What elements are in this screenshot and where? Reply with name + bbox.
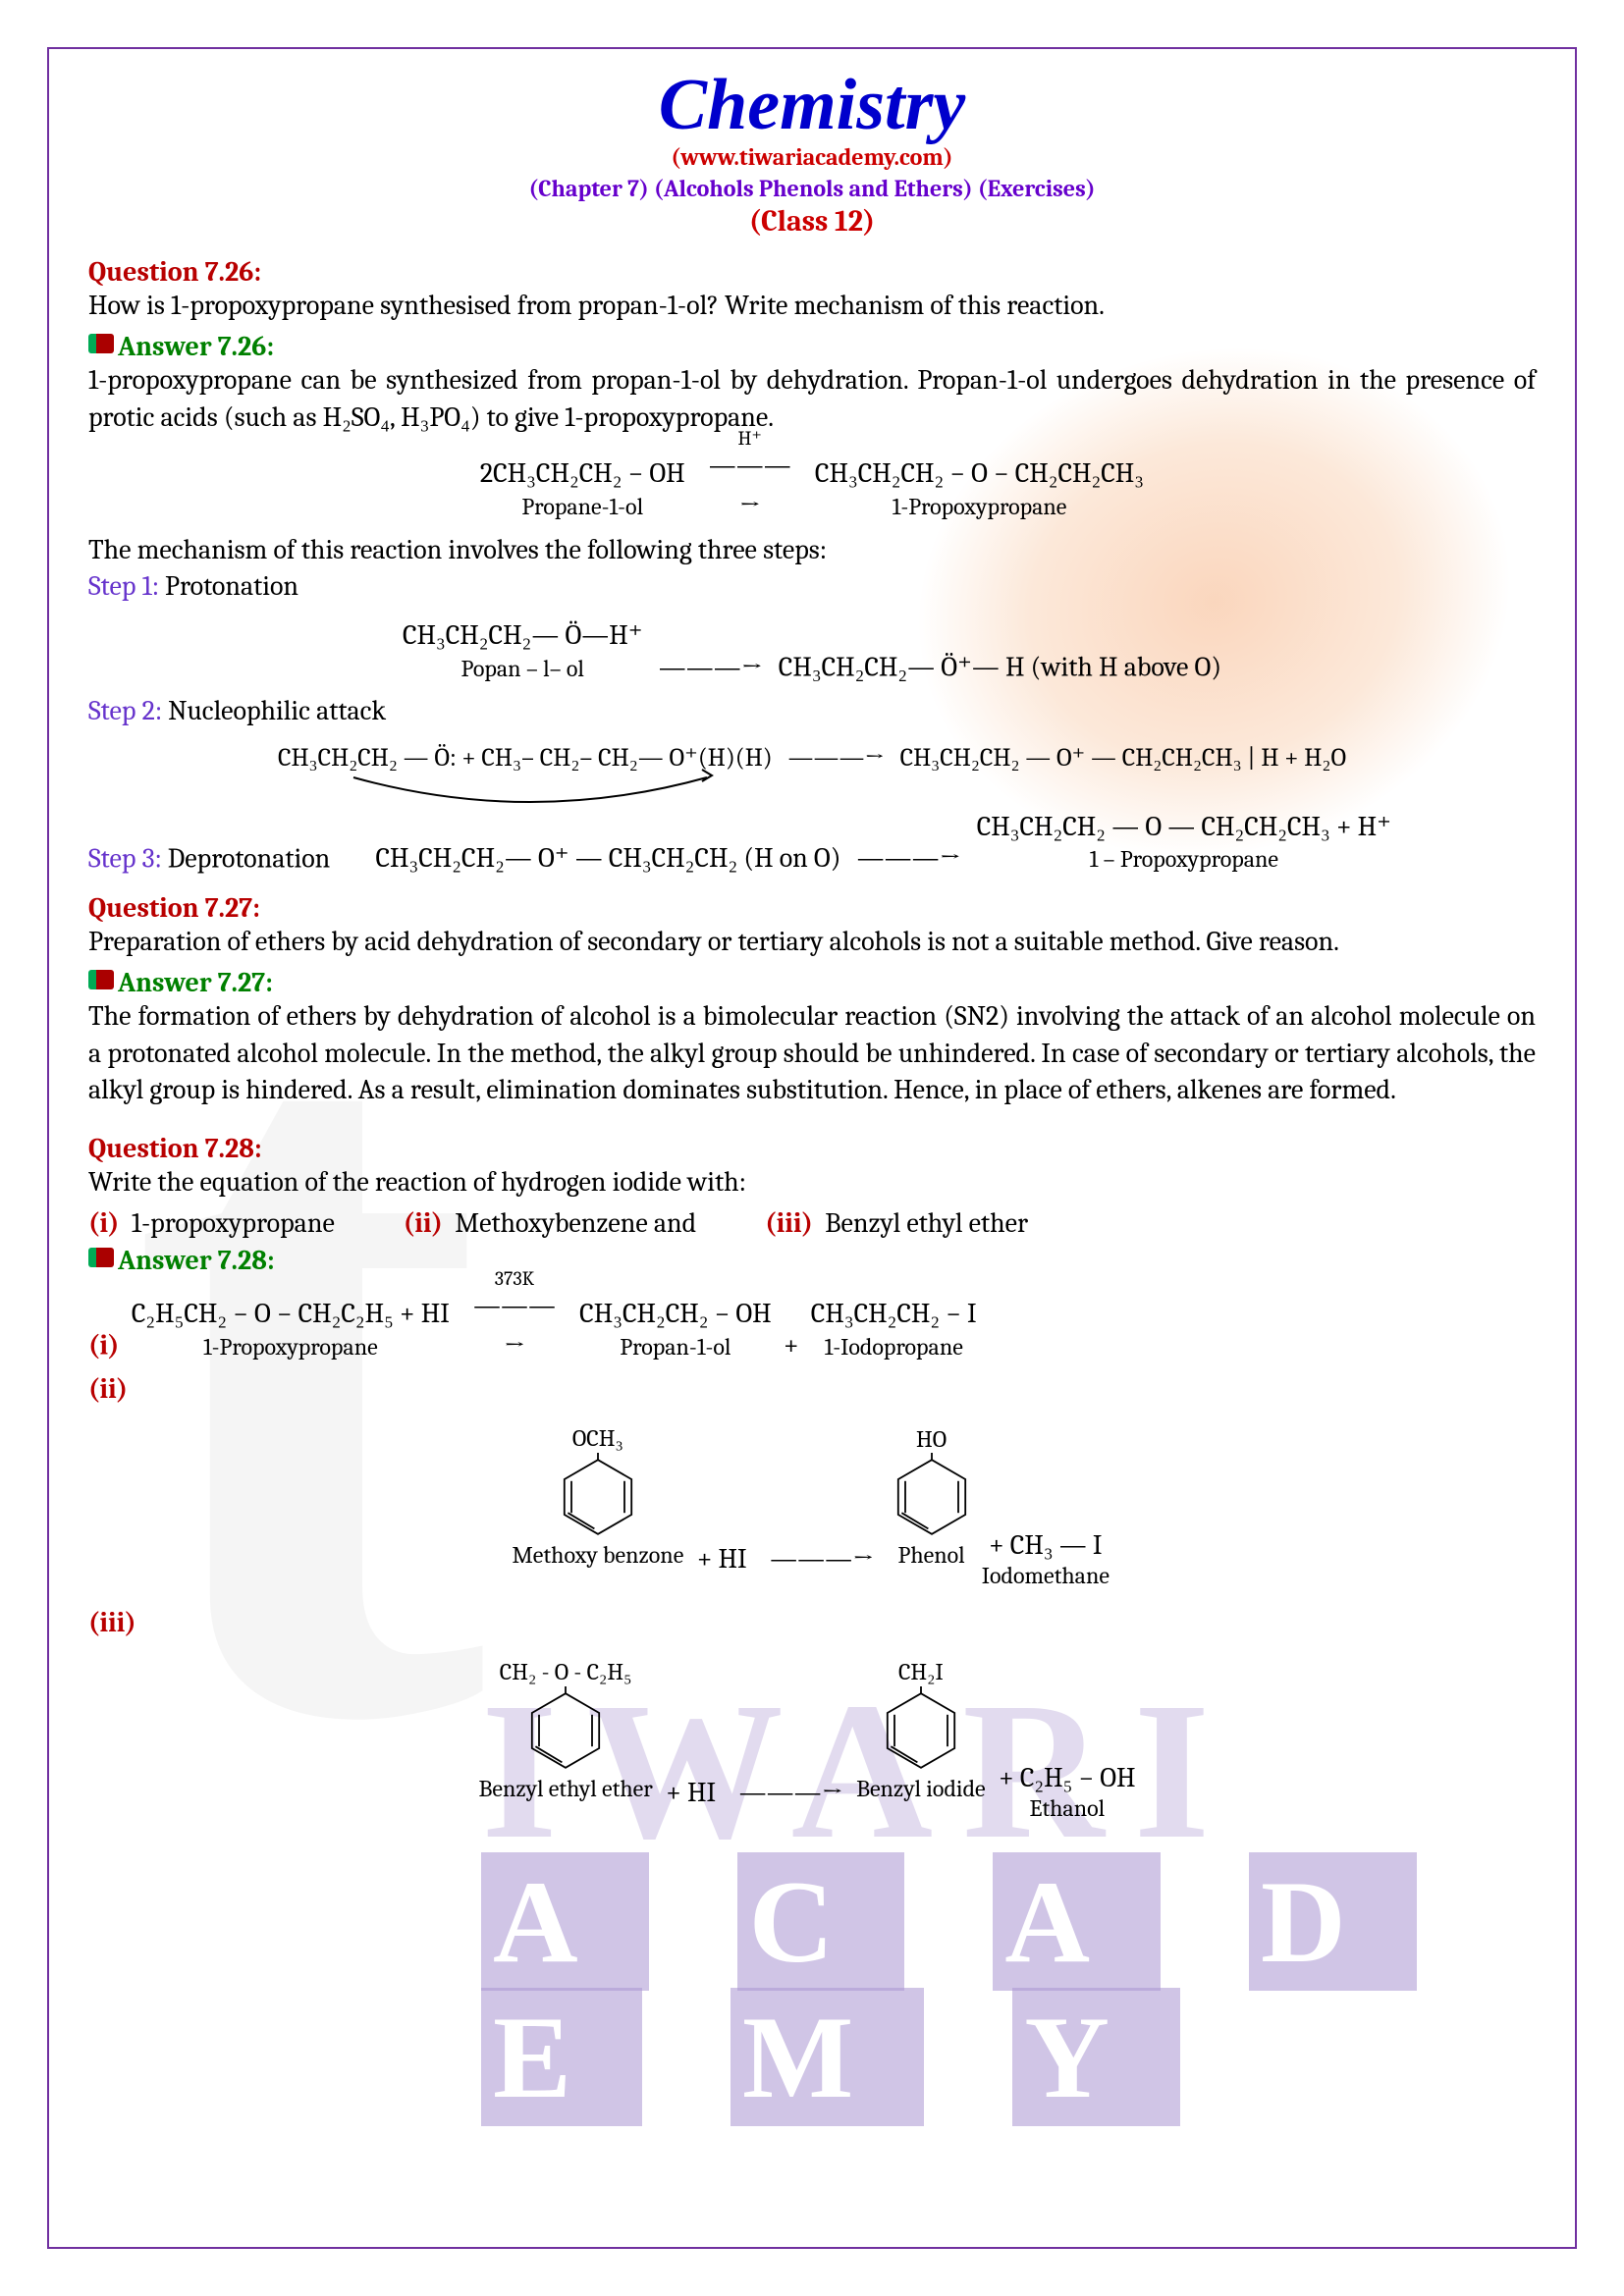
question-text-727: Preparation of ethers by acid dehydratio… [88,924,1536,961]
question-label-727: Question 7.27: [88,892,1536,924]
benzene-ring-icon [877,1686,965,1775]
arrow-icon: ———→ [787,740,884,777]
question-text-728: Write the equation of the reaction of hy… [88,1164,1536,1201]
title-class: (Class 12) [88,204,1536,239]
equation-step2: CH₃CH₂CH₂ — Ö: + CH₃– CH₂– CH₂— O⁺(H)(H)… [88,740,1536,777]
benzene-ring-icon [521,1686,610,1775]
mechanism-intro: The mechanism of this reaction involves … [88,532,1536,569]
title-main: Chemistry [88,69,1536,141]
logo-icon [88,334,114,353]
question-text-726: How is 1-propoxypropane synthesised from… [88,288,1536,325]
logo-icon [88,1248,114,1267]
arrow-icon: ———→ [739,1777,843,1808]
step1: Step 1: Protonation [88,568,1536,606]
arrow-icon: H⁺ ———→ [701,446,799,525]
answer-label-728: Answer 7.28: [88,1245,1536,1276]
page-frame: t IWARI A C A D E M Y Chemistry (www.tiw… [47,47,1577,2249]
arrow-icon: ———→ [857,838,961,879]
arrow-icon: ———→ [659,648,763,688]
options-row-728: (i) 1-propoxypropane (ii) Methoxybenzene… [88,1207,1536,1239]
curved-arrow-icon [344,768,717,817]
equation-728-i: (i) C₂H₅CH₂ − O − CH₂C₂H₅ + HI 1-Propoxy… [88,1286,1536,1365]
equation-step1: CH₃CH₂CH₂— Ö—H⁺ Popan – l– ol ———→ CH₃CH… [88,615,1536,687]
part-iii-marker: (iii) [88,1605,1536,1642]
arrow-icon: 373K ———→ [465,1286,564,1365]
answer-label-727: Answer 7.27: [88,967,1536,998]
equation-726-overall: 2CH₃CH₂CH₂ − OH Propane-1-ol H⁺ ———→ CH₃… [88,446,1536,525]
title-site: (www.tiwariacademy.com) [88,143,1536,171]
question-label-728: Question 7.28: [88,1133,1536,1164]
step3: Step 3: Deprotonation CH₃CH₂CH₂— O⁺ — CH… [88,807,1536,879]
part-ii-marker: (ii) [88,1371,1536,1409]
page-content: Chemistry (www.tiwariacademy.com) (Chapt… [88,69,1536,1822]
answer-text-727: The formation of ethers by dehydration o… [88,998,1536,1109]
answer-text-726-p1: 1-propoxypropane can be synthesized from… [88,362,1536,437]
equation-728-ii: OCH₃ Methoxy benzone + HI ———→ HO Phenol… [88,1424,1536,1589]
benzene-ring-icon [554,1453,642,1541]
logo-icon [88,970,114,989]
benzene-ring-icon [888,1453,976,1541]
arrow-icon: ———→ [770,1543,874,1575]
header: Chemistry (www.tiwariacademy.com) (Chapt… [88,69,1536,239]
step2: Step 2: Nucleophilic attack [88,693,1536,730]
question-label-726: Question 7.26: [88,256,1536,288]
title-chapter: (Chapter 7) (Alcohols Phenols and Ethers… [88,175,1536,202]
equation-728-iii: CH₂ - O - C₂H₅ Benzyl ethyl ether + HI —… [88,1658,1536,1823]
answer-label-726: Answer 7.26: [88,331,1536,362]
